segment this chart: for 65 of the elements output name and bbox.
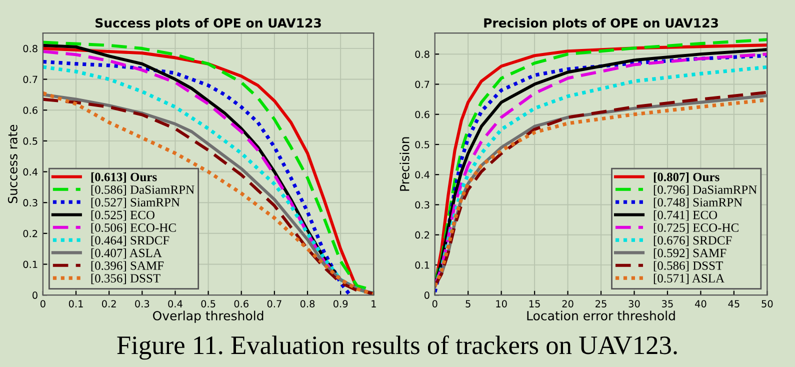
x-tick-label: 0.8: [300, 300, 315, 308]
y-tick-label: 0.7: [415, 80, 430, 88]
legend-label: [0.741] ECO: [654, 210, 718, 221]
x-tick-label: 0.5: [201, 300, 216, 308]
x-tick-label: 5: [466, 300, 470, 308]
legend-label: [0.807] Ours: [654, 172, 720, 183]
y-tick-label: 0.3: [23, 199, 38, 206]
legend-label: [0.592] SAMF: [654, 248, 726, 259]
y-tick-label: 0: [32, 292, 38, 299]
x-tick-label: 0.1: [68, 300, 83, 308]
x-axis-title: Overlap threshold: [153, 310, 264, 323]
x-tick-label: 0: [432, 300, 438, 308]
x-tick-label: 30: [628, 300, 640, 308]
y-tick-label: 0.2: [415, 231, 430, 239]
legend-label: [0.506] ECO-HC: [91, 223, 176, 234]
legend-label: [0.407] ASLA: [91, 248, 162, 259]
x-tick-label: 35: [662, 300, 673, 308]
chart-title: Success plots of OPE on UAV123: [96, 18, 321, 30]
x-tick-label: 0.7: [267, 300, 282, 308]
x-axis-title: Location error threshold: [527, 310, 675, 320]
legend-label: [0.748] SiamRPN: [654, 198, 742, 208]
y-tick-label: 0.7: [23, 76, 38, 84]
legend-label: [0.527] SiamRPN: [91, 198, 180, 208]
y-axis-title: Success rate: [8, 124, 18, 204]
x-tick-label: 40: [695, 300, 706, 308]
y-axis-title: Precision: [400, 137, 410, 191]
y-tick-label: 0.3: [415, 201, 430, 209]
x-tick-label: 1: [372, 300, 376, 308]
legend-label: [0.796] DaSiamRPN: [654, 185, 757, 196]
x-tick-label: 0.4: [168, 300, 182, 308]
y-tick-label: 0.6: [415, 110, 430, 118]
x-tick-label: 0.6: [234, 300, 248, 308]
x-tick-label: 0.9: [333, 300, 348, 308]
legend-label: [0.725] ECO-HC: [654, 223, 738, 234]
x-tick-label: 0.2: [102, 300, 116, 308]
x-tick-label: 15: [529, 300, 540, 308]
y-tick-label: 0.6: [23, 106, 38, 114]
x-tick-label: 10: [496, 300, 507, 308]
y-tick-label: 0.8: [415, 50, 430, 58]
y-tick-label: 0.4: [415, 171, 430, 178]
y-tick-label: 0.1: [415, 261, 430, 269]
legend-label: [0.356] DSST: [91, 274, 160, 284]
y-tick-label: 0.8: [23, 44, 38, 52]
x-tick-label: 20: [562, 300, 574, 308]
x-tick-label: 45: [728, 300, 740, 308]
legend-label: [0.676] SRDCF: [654, 236, 732, 246]
y-tick-label: 0: [424, 292, 430, 299]
x-tick-label: 0.3: [135, 300, 150, 308]
caption: Figure 11. Evaluation results of trackers on UAV123.: [117, 335, 677, 360]
y-tick-label: 0.5: [23, 137, 38, 145]
x-tick-label: 50: [762, 300, 773, 308]
y-tick-label: 0.4: [23, 168, 38, 176]
y-tick-label: 0.1: [23, 260, 38, 268]
legend-label: [0.464] SRDCF: [91, 236, 170, 246]
x-tick-label: 0: [40, 300, 46, 308]
legend-label: [0.586] DaSiamRPN: [91, 185, 194, 196]
legend-label: [0.613] Ours: [91, 172, 157, 183]
x-tick-label: 25: [596, 300, 606, 308]
legend-label: [0.571] ASLA: [654, 274, 724, 284]
y-tick-label: 0.5: [415, 140, 430, 148]
legend-label: [0.396] SAMF: [91, 261, 164, 272]
chart-title: Precision plots of OPE on UAV123: [484, 18, 718, 30]
legend-label: [0.586] DSST: [654, 261, 723, 272]
legend-label: [0.525] ECO: [91, 210, 154, 221]
y-tick-label: 0.2: [23, 230, 38, 238]
